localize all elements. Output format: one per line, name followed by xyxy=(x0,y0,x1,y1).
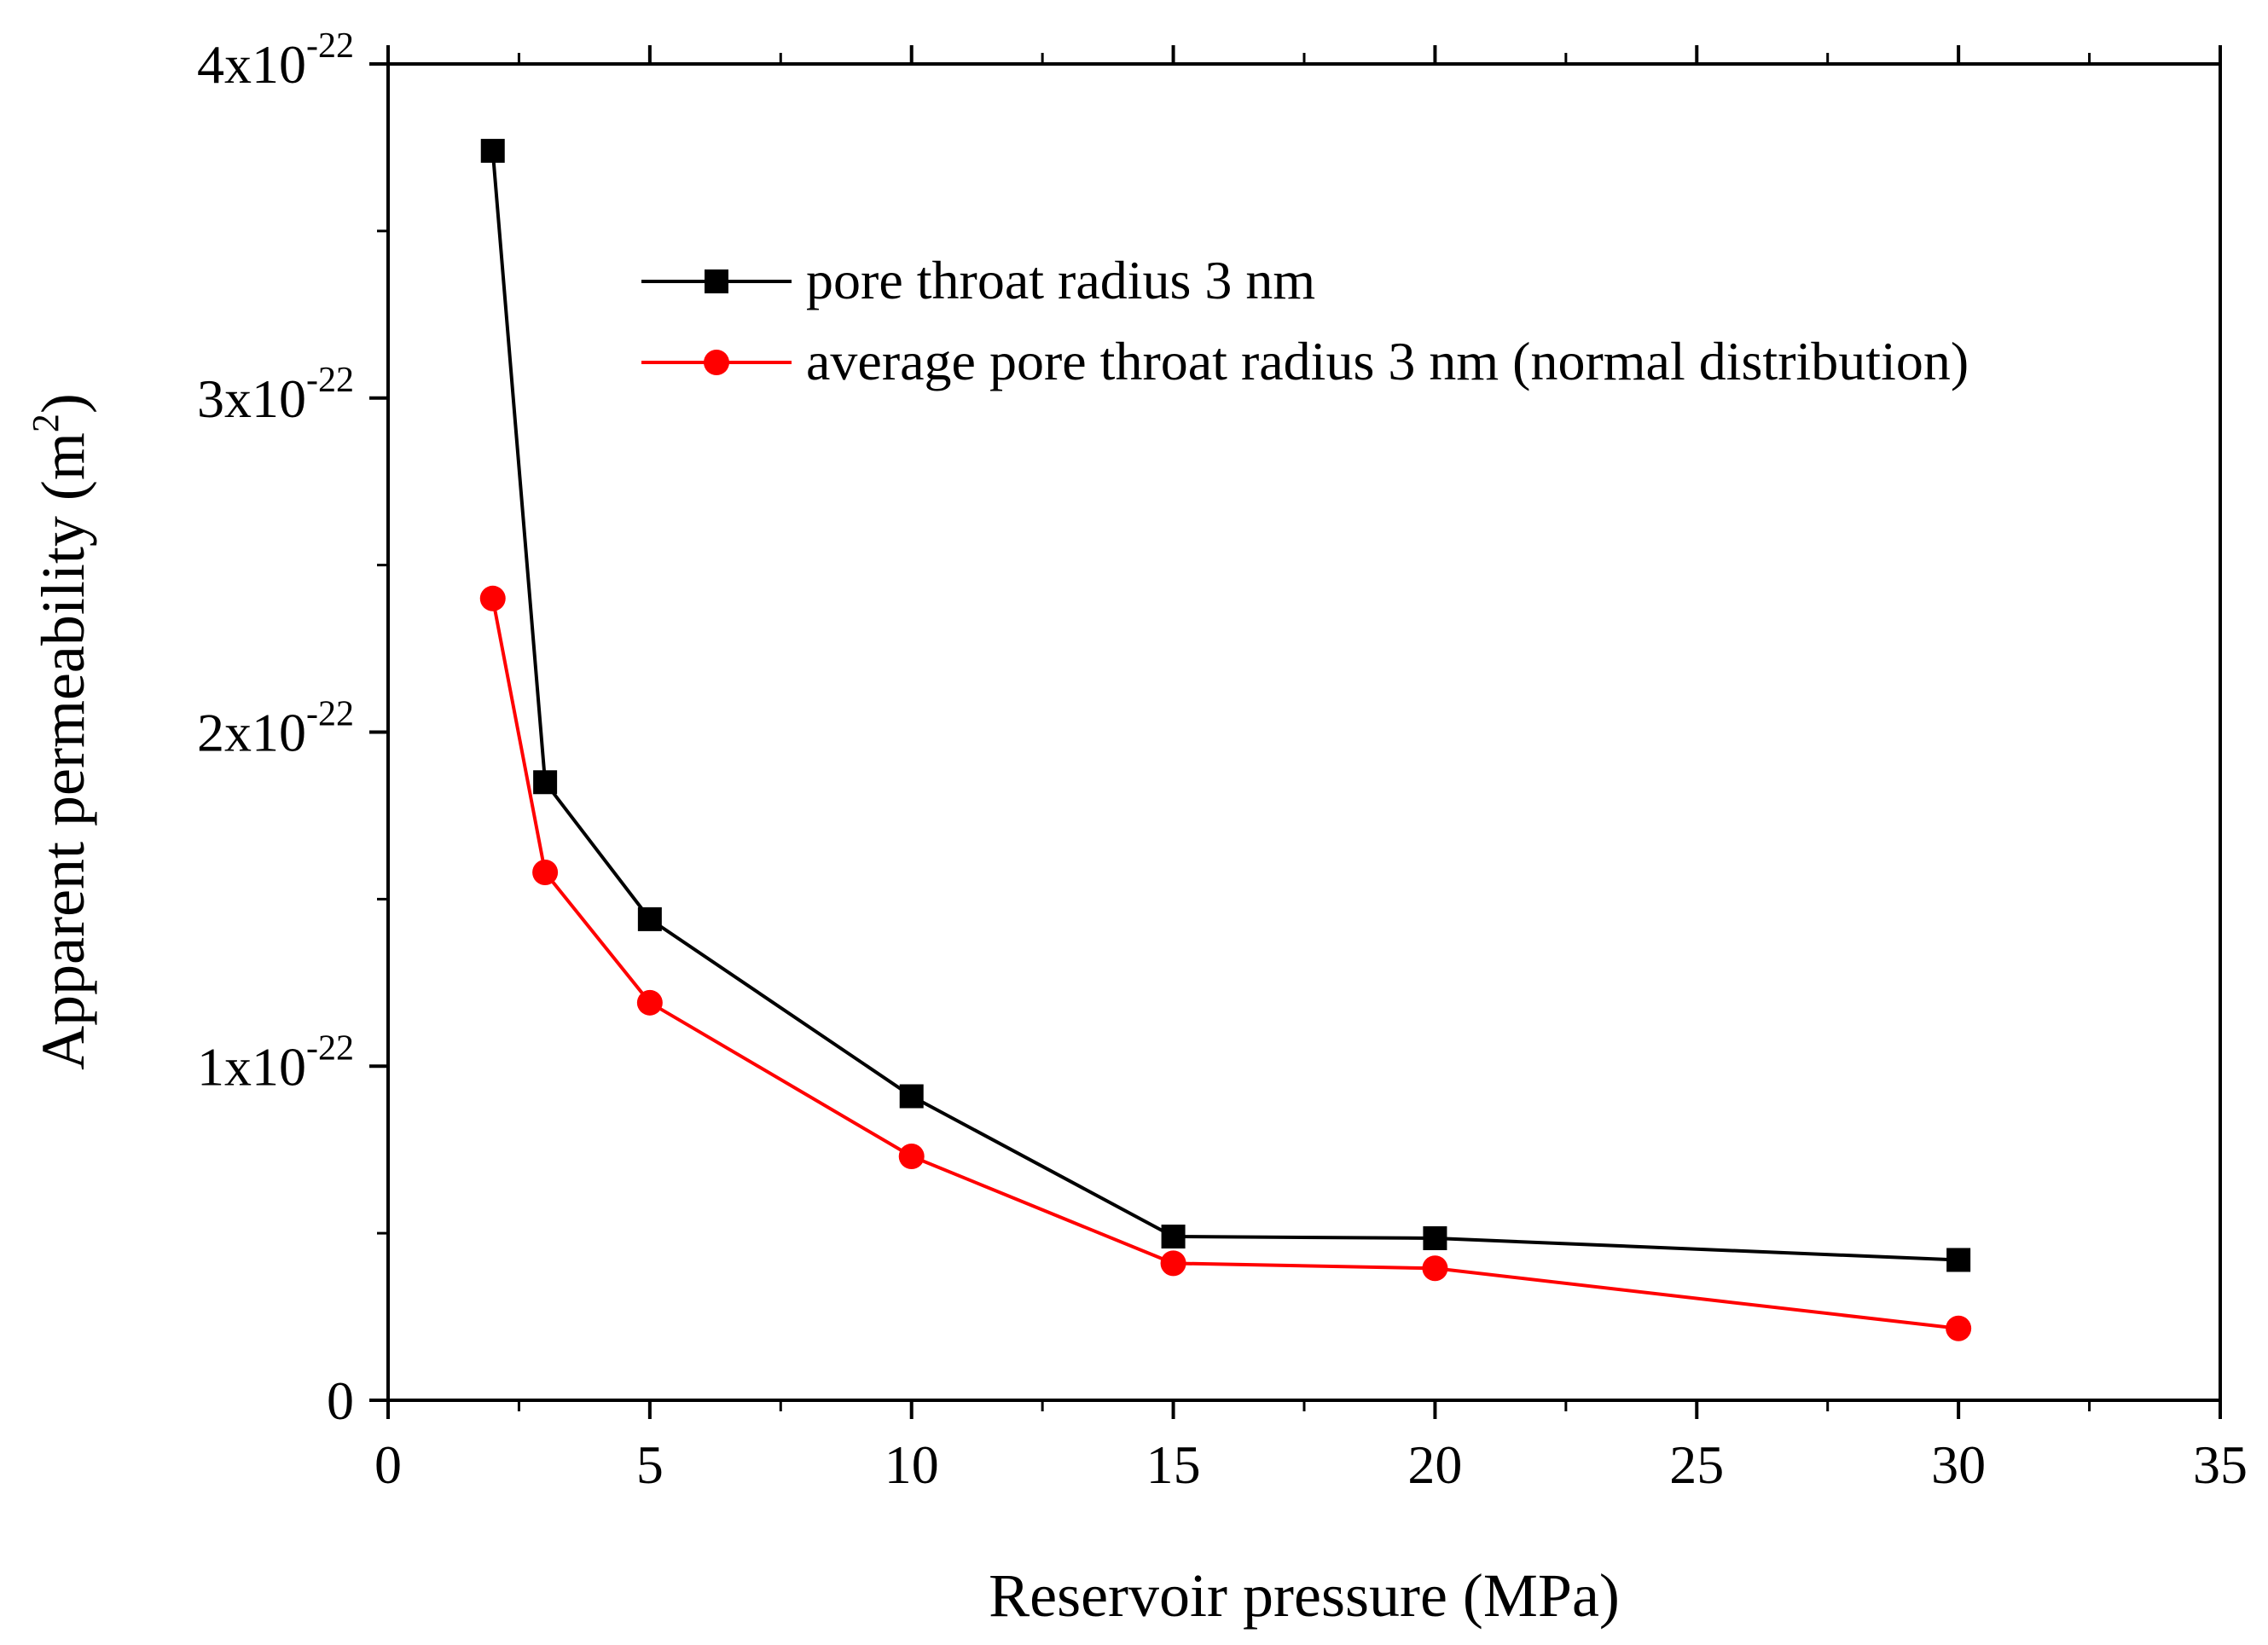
y-tick-label: 3x10-22 xyxy=(197,361,354,429)
x-tick-label: 25 xyxy=(1669,1434,1724,1495)
series-1-line xyxy=(490,150,1959,1262)
y-tick-label: 0 xyxy=(327,1370,354,1431)
legend: pore throat radius 3 nm average pore thr… xyxy=(641,250,1969,391)
series-1-point xyxy=(1946,1248,1971,1272)
series-2-point xyxy=(1422,1255,1448,1282)
y-axis-title: Apparent permeability (m2) xyxy=(25,393,97,1070)
series-2-point xyxy=(1160,1250,1186,1277)
y-tick-mantissa: 3x10 xyxy=(197,368,306,429)
series-1-point xyxy=(533,770,558,795)
x-tick-label: 35 xyxy=(2193,1434,2248,1495)
y-tick-exponent: -22 xyxy=(306,1028,354,1068)
series-2-point xyxy=(532,860,559,886)
series-2-point xyxy=(479,585,506,611)
series-layer xyxy=(479,138,1972,1341)
y-axis-title-sup: 2 xyxy=(25,414,67,432)
x-tick-label: 5 xyxy=(636,1434,664,1495)
y-tick-mantissa: 0 xyxy=(327,1370,354,1431)
y-tick-exponent: -22 xyxy=(306,695,354,734)
x-tick-label: 20 xyxy=(1407,1434,1462,1495)
y-tick-label: 2x10-22 xyxy=(197,695,354,763)
y-tick-mantissa: 1x10 xyxy=(197,1036,306,1097)
series-2-point xyxy=(898,1144,925,1170)
legend-marker-series-2 xyxy=(704,350,729,375)
legend-label-series-1: pore throat radius 3 nm xyxy=(806,250,1315,310)
y-tick-exponent: -22 xyxy=(306,26,354,66)
legend-label-series-2: average pore throat radius 3 nm (normal … xyxy=(806,331,1969,391)
y-tick-mantissa: 4x10 xyxy=(197,34,306,95)
y-tick-label: 1x10-22 xyxy=(197,1028,354,1097)
series-2-point xyxy=(1946,1315,1972,1341)
series-1-point xyxy=(637,906,662,931)
x-axis-title: Reservoir pressure (MPa) xyxy=(989,1561,1620,1630)
x-axis-ticks: 0 5 10 15 20 25 30 35 xyxy=(374,45,2248,1495)
y-tick-exponent: -22 xyxy=(306,361,354,400)
y-tick-mantissa: 2x10 xyxy=(197,703,306,763)
x-tick-label: 15 xyxy=(1146,1434,1201,1495)
y-tick-label: 4x10-22 xyxy=(197,26,354,95)
legend-marker-series-1 xyxy=(705,269,728,293)
series-2-point xyxy=(636,989,663,1016)
x-tick-label: 30 xyxy=(1931,1434,1986,1495)
x-tick-label: 10 xyxy=(885,1434,939,1495)
series-1-point xyxy=(480,138,505,163)
series-1-point xyxy=(1423,1226,1447,1251)
series-1-point xyxy=(899,1084,924,1109)
x-tick-label: 0 xyxy=(374,1434,402,1495)
y-axis-title-close: ) xyxy=(29,393,97,414)
series-1-point xyxy=(1161,1225,1186,1249)
y-axis-title-text: Apparent permeability (m xyxy=(29,432,97,1070)
